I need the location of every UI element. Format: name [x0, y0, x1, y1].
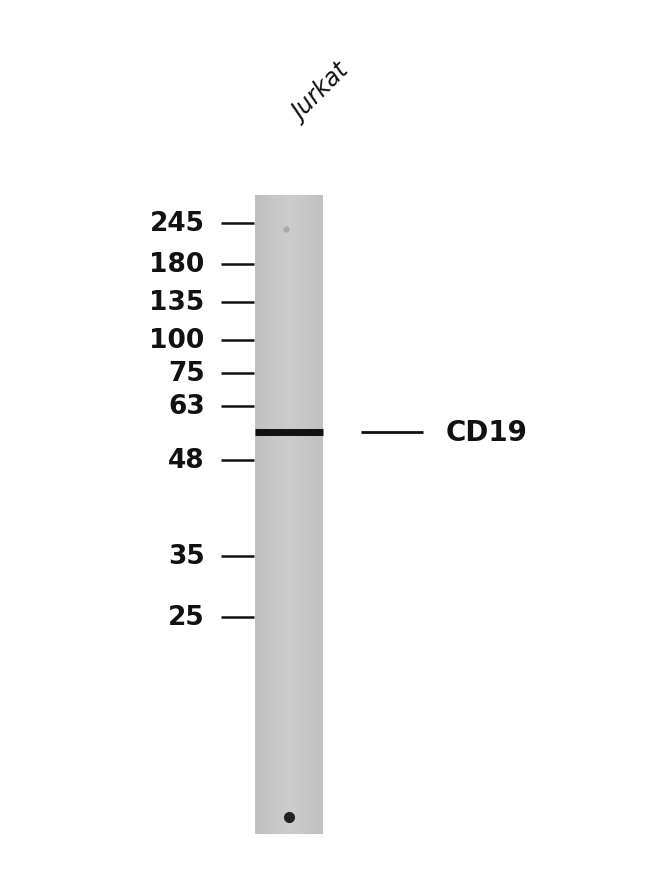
Bar — [281, 196, 282, 834]
Bar — [274, 196, 276, 834]
Bar — [301, 196, 303, 834]
Bar — [260, 196, 262, 834]
Bar — [313, 196, 315, 834]
Text: 35: 35 — [168, 543, 205, 569]
Bar — [300, 196, 301, 834]
Bar — [284, 196, 286, 834]
Bar — [291, 196, 292, 834]
Bar — [298, 196, 300, 834]
Bar — [264, 196, 265, 834]
Bar — [318, 196, 320, 834]
Text: Jurkat: Jurkat — [289, 60, 355, 126]
Text: 135: 135 — [150, 289, 205, 315]
Bar — [292, 196, 294, 834]
Bar — [286, 196, 287, 834]
Bar — [262, 196, 264, 834]
Bar — [311, 196, 313, 834]
Bar — [289, 196, 291, 834]
Bar — [315, 196, 317, 834]
Bar — [279, 196, 281, 834]
Bar — [278, 196, 279, 834]
Bar — [287, 196, 289, 834]
Bar — [257, 196, 259, 834]
Bar — [303, 196, 305, 834]
Bar — [322, 196, 324, 834]
Bar — [272, 196, 274, 834]
Bar — [255, 196, 257, 834]
Bar — [267, 196, 269, 834]
Bar — [269, 196, 270, 834]
Bar — [294, 196, 296, 834]
Bar — [270, 196, 272, 834]
Bar — [310, 196, 311, 834]
Text: 25: 25 — [168, 604, 205, 630]
Bar — [265, 196, 267, 834]
Text: 63: 63 — [168, 394, 205, 420]
Bar — [255, 196, 324, 834]
Bar — [276, 196, 278, 834]
Bar — [305, 196, 306, 834]
Text: 180: 180 — [150, 252, 205, 278]
Text: 75: 75 — [168, 361, 205, 387]
Text: 245: 245 — [150, 211, 205, 237]
Bar — [306, 196, 308, 834]
Bar — [317, 196, 318, 834]
Bar — [259, 196, 260, 834]
Bar — [296, 196, 298, 834]
Text: CD19: CD19 — [445, 419, 527, 447]
Text: 100: 100 — [150, 328, 205, 354]
Bar — [308, 196, 310, 834]
Bar — [282, 196, 284, 834]
Bar — [320, 196, 322, 834]
Text: 48: 48 — [168, 448, 205, 474]
